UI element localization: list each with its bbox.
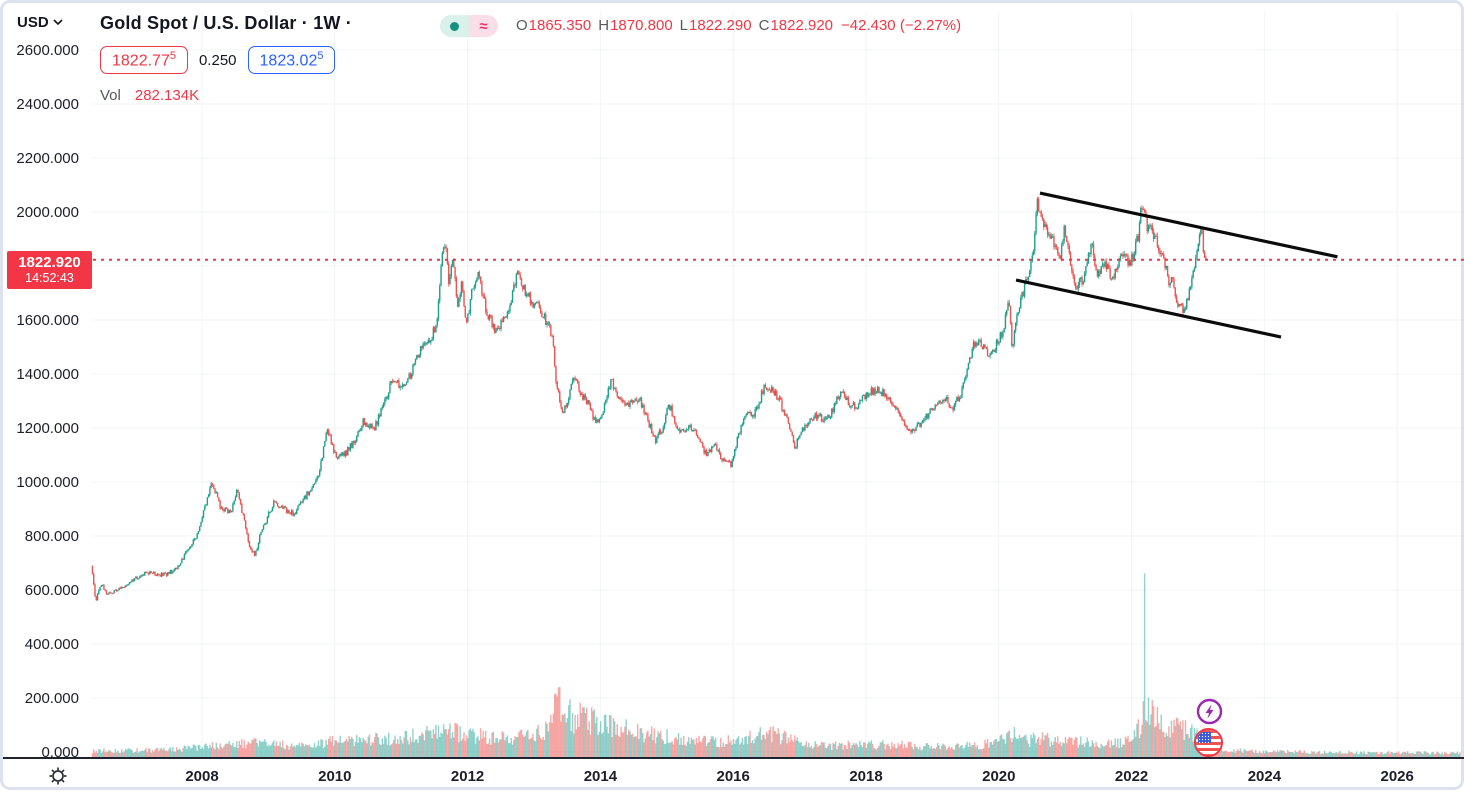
svg-text:2012: 2012	[451, 768, 484, 785]
low-value: 1822.290	[689, 17, 752, 34]
volume-value: 282.134K	[134, 87, 200, 104]
svg-text:400.000: 400.000	[25, 636, 79, 653]
open-value: 1865.350	[528, 17, 592, 34]
low-label: L	[679, 17, 689, 34]
last-price-time: 14:52:43	[25, 271, 74, 286]
svg-text:2010: 2010	[318, 768, 351, 785]
price-axis-labels: 2600.0002400.0002200.0002000.0001800.000…	[16, 42, 79, 761]
candlesticks	[91, 196, 1207, 601]
bid-ask-row: 1822.775 0.250 1823.025	[100, 46, 336, 75]
svg-text:1600.000: 1600.000	[16, 312, 79, 329]
us-flag-event-icon[interactable]	[1194, 728, 1223, 757]
trendlines	[1015, 191, 1338, 339]
lightning-event-icon[interactable]	[1196, 698, 1223, 725]
svg-text:2022: 2022	[1115, 768, 1148, 785]
svg-text:2014: 2014	[584, 768, 618, 785]
svg-text:0.000: 0.000	[41, 744, 79, 761]
currency-selector[interactable]: USD	[17, 14, 63, 31]
volume-histogram	[91, 573, 1461, 757]
gridlines	[91, 11, 1464, 758]
indicator-status-pill[interactable]: ≈	[440, 15, 498, 37]
svg-text:2020: 2020	[982, 768, 1015, 785]
gear-icon[interactable]	[45, 764, 71, 790]
svg-text:800.000: 800.000	[25, 528, 79, 545]
volume-label: Vol	[100, 87, 121, 104]
change-value: −42.430 (−2.27%)	[841, 17, 962, 34]
volume-readout: Vol 282.134K	[100, 87, 199, 104]
main-chart-canvas[interactable]: 2600.0002400.0002200.0002000.0001800.000…	[3, 3, 1464, 793]
svg-text:2600.000: 2600.000	[16, 42, 79, 59]
market-open-dot-icon[interactable]	[440, 15, 469, 37]
svg-text:2200.000: 2200.000	[16, 150, 79, 167]
ohlc-readout: O 1865.350 H 1870.800 L 1822.290 C 1822.920 …	[516, 17, 961, 34]
spread-value: 0.250	[198, 51, 237, 69]
svg-text:200.000: 200.000	[25, 690, 79, 707]
time-axis-labels: 2008 2010 2012 2014 2016 2018 2020 2022 2024 2026	[185, 768, 1414, 785]
svg-text:1400.000: 1400.000	[16, 366, 79, 383]
open-label: O	[516, 17, 528, 34]
close-label: C	[758, 17, 770, 34]
sell-bid-button[interactable]: 1822.775	[100, 46, 188, 75]
svg-text:2016: 2016	[717, 768, 750, 785]
svg-text:600.000: 600.000	[25, 582, 79, 599]
last-price: 1822.920	[18, 254, 81, 272]
symbol-title[interactable]: Gold Spot / U.S. Dollar · 1W ·	[100, 13, 352, 33]
currency-label: USD	[17, 14, 49, 31]
close-value: 1822.920	[770, 17, 834, 34]
last-price-axis-label[interactable]: 1822.920 14:52:43	[7, 251, 92, 289]
svg-text:2026: 2026	[1381, 768, 1414, 785]
svg-text:2008: 2008	[185, 768, 218, 785]
channel-bottom	[1015, 278, 1282, 339]
buy-ask-button[interactable]: 1823.025	[247, 46, 336, 75]
channel-top	[1039, 191, 1338, 259]
flag-canton	[1198, 732, 1211, 743]
high-value: 1870.800	[610, 17, 673, 34]
svg-text:2024: 2024	[1248, 768, 1282, 785]
approx-price-icon[interactable]: ≈	[469, 15, 498, 37]
svg-text:2000.000: 2000.000	[16, 204, 79, 221]
svg-text:1200.000: 1200.000	[16, 420, 79, 437]
svg-text:1000.000: 1000.000	[16, 474, 79, 491]
svg-text:2018: 2018	[849, 768, 882, 785]
high-label: H	[598, 17, 610, 34]
svg-text:2400.000: 2400.000	[16, 96, 79, 113]
chevron-down-icon	[53, 19, 63, 26]
